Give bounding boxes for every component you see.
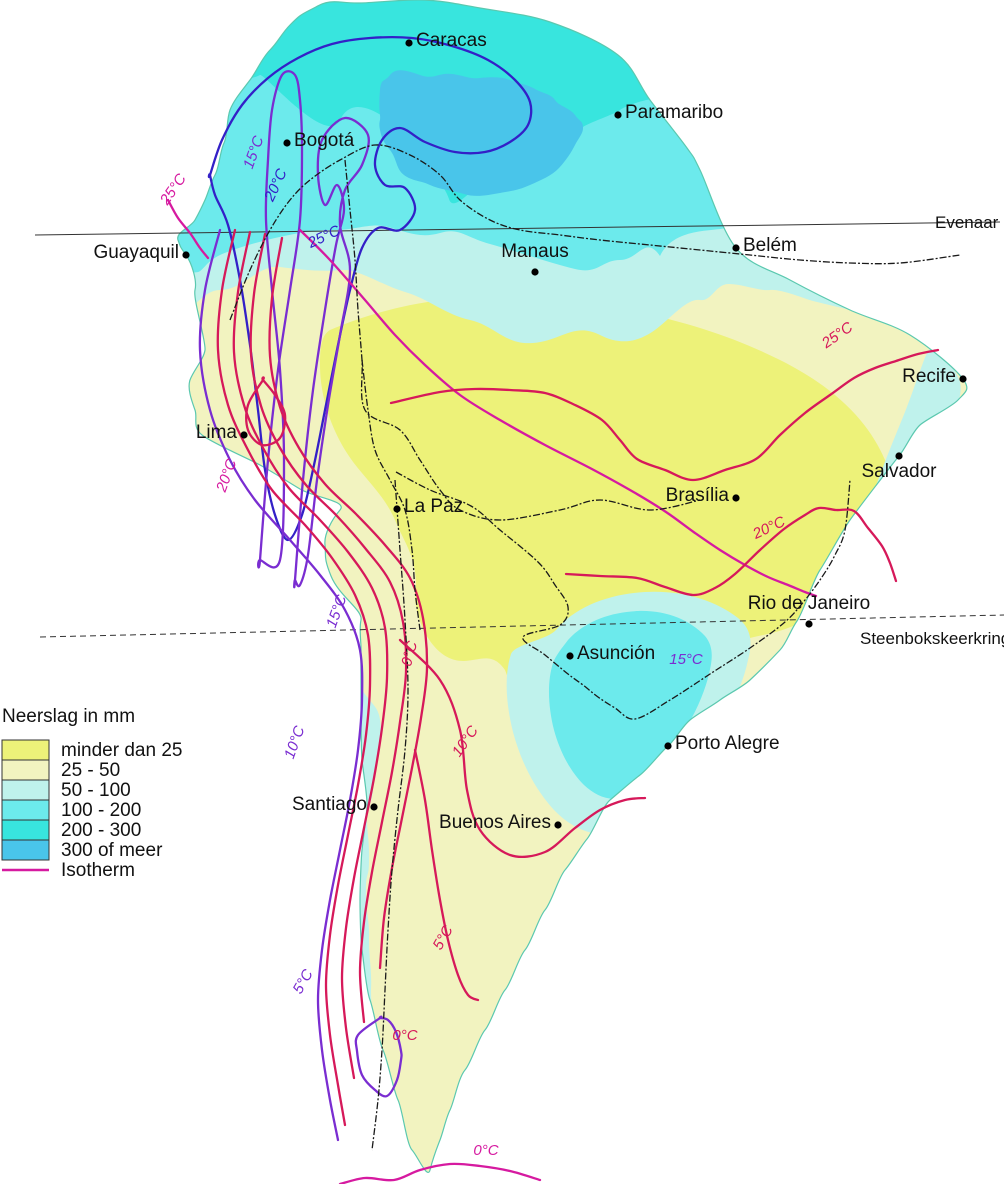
svg-text:0°C: 0°C	[473, 1142, 498, 1159]
svg-text:0°C: 0°C	[392, 1027, 417, 1044]
svg-text:15°C: 15°C	[669, 651, 703, 668]
